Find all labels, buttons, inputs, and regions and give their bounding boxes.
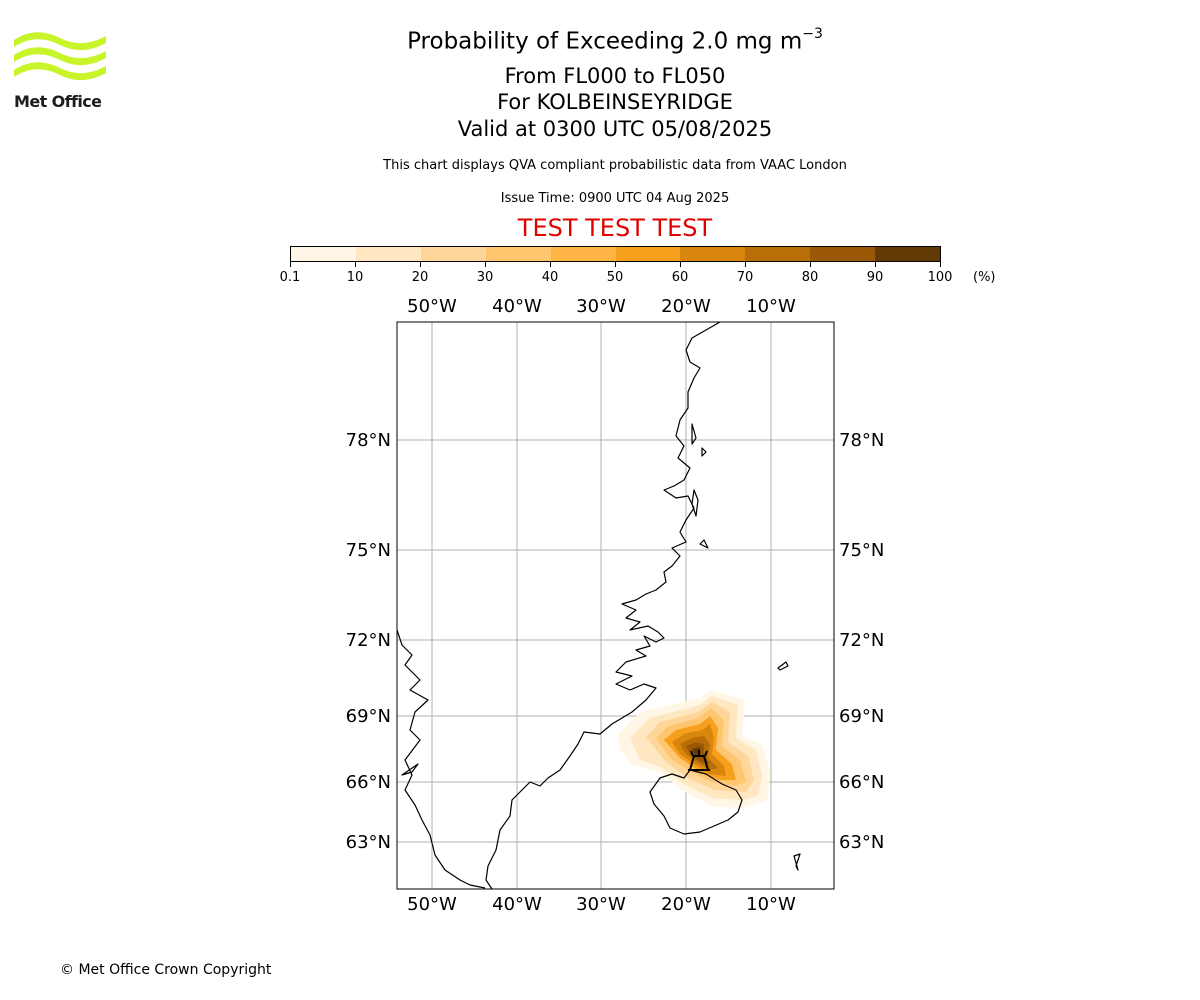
volcano-name: For KOLBEINSEYRIDGE	[497, 90, 733, 114]
latitude-label: 69°N	[839, 706, 884, 727]
flight-level-range: From FL000 to FL050	[504, 64, 726, 88]
latitude-label: 78°N	[346, 430, 391, 451]
subtitle: This chart displays QVA compliant probab…	[383, 158, 847, 173]
title-exponent: −3	[802, 26, 823, 42]
longitude-label: 20°W	[661, 894, 711, 915]
colorbar-segment	[810, 247, 876, 261]
colorbar-tick	[355, 262, 356, 267]
met-office-logo-waves-icon	[14, 32, 106, 81]
latitude-label: 63°N	[839, 832, 884, 853]
colorbar-label: 100	[927, 270, 953, 285]
colorbar-segment	[615, 247, 681, 261]
colorbar-segment	[875, 247, 941, 261]
colorbar-label: 80	[801, 270, 819, 285]
colorbar-tick	[940, 262, 941, 267]
colorbar-segment	[550, 247, 616, 261]
colorbar-label: 60	[671, 270, 689, 285]
longitude-label: 20°W	[661, 296, 711, 317]
colorbar-tick	[875, 262, 876, 267]
colorbar-segment	[485, 247, 551, 261]
ash-probability-field	[618, 690, 770, 808]
latitude-label: 63°N	[346, 832, 391, 853]
longitude-label: 30°W	[576, 296, 626, 317]
logo-text: Met Office	[14, 92, 102, 111]
colorbar-tick	[745, 262, 746, 267]
probability-colorbar	[290, 246, 941, 262]
longitude-label: 40°W	[492, 894, 542, 915]
colorbar-label: 50	[606, 270, 624, 285]
colorbar-unit: (%)	[973, 270, 996, 285]
longitude-labels-top: 50°W 40°W 30°W 20°W 10°W	[407, 296, 796, 317]
colorbar-segment	[291, 247, 356, 261]
latitude-label: 78°N	[839, 430, 884, 451]
colorbar-tick	[420, 262, 421, 267]
colorbar-label: 0.1	[279, 270, 301, 285]
map-frame	[396, 321, 835, 890]
latitude-label: 66°N	[346, 772, 391, 793]
longitude-label: 10°W	[746, 296, 796, 317]
colorbar-label: 10	[346, 270, 364, 285]
colorbar-label: 30	[476, 270, 494, 285]
latitude-label: 69°N	[346, 706, 391, 727]
met-office-logo: Met Office	[14, 30, 106, 112]
colorbar-segment	[420, 247, 486, 261]
gridlines	[397, 322, 834, 889]
colorbar-segment	[355, 247, 421, 261]
latitude-label: 75°N	[346, 540, 391, 561]
issue-time: Issue Time: 0900 UTC 04 Aug 2025	[500, 191, 730, 206]
colorbar-label: 70	[736, 270, 754, 285]
longitude-labels-bottom: 50°W 40°W 30°W 20°W 10°W	[407, 894, 796, 915]
valid-time: Valid at 0300 UTC 05/08/2025	[457, 117, 773, 141]
longitude-label: 40°W	[492, 296, 542, 317]
chart-title: Probability of Exceeding 2.0 mg m−3	[407, 26, 823, 55]
copyright-notice: © Met Office Crown Copyright	[60, 962, 272, 978]
colorbar-label: 20	[411, 270, 429, 285]
longitude-label: 50°W	[407, 894, 457, 915]
colorbar-tick	[485, 262, 486, 267]
colorbar-tick	[290, 262, 291, 267]
latitude-label: 72°N	[839, 630, 884, 651]
volcano-icon	[688, 750, 710, 771]
longitude-label: 50°W	[407, 296, 457, 317]
coastlines	[396, 321, 801, 890]
test-banner: TEST TEST TEST	[517, 214, 713, 242]
colorbar-tick	[550, 262, 551, 267]
latitude-labels-left: 78°N 75°N 72°N 69°N 66°N 63°N	[346, 430, 391, 853]
colorbar-tick	[810, 262, 811, 267]
colorbar-label: 90	[866, 270, 884, 285]
longitude-label: 30°W	[576, 894, 626, 915]
longitude-label: 10°W	[746, 894, 796, 915]
colorbar-label: 40	[541, 270, 559, 285]
colorbar-segment	[745, 247, 811, 261]
colorbar-segment	[680, 247, 746, 261]
latitude-label: 75°N	[839, 540, 884, 561]
latitude-label: 72°N	[346, 630, 391, 651]
latitude-label: 66°N	[839, 772, 884, 793]
colorbar-tick	[680, 262, 681, 267]
colorbar-tick	[615, 262, 616, 267]
latitude-labels-right: 78°N 75°N 72°N 69°N 66°N 63°N	[839, 430, 884, 853]
